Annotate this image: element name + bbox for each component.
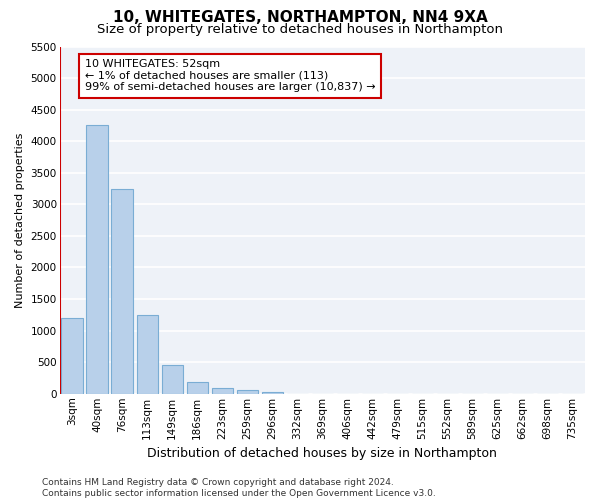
Bar	[61, 318, 83, 394]
Bar	[236, 390, 258, 394]
X-axis label: Distribution of detached houses by size in Northampton: Distribution of detached houses by size …	[148, 447, 497, 460]
Text: Size of property relative to detached houses in Northampton: Size of property relative to detached ho…	[97, 22, 503, 36]
Text: Contains HM Land Registry data © Crown copyright and database right 2024.
Contai: Contains HM Land Registry data © Crown c…	[42, 478, 436, 498]
Bar	[112, 188, 133, 394]
Bar	[187, 382, 208, 394]
Bar	[161, 364, 183, 394]
Y-axis label: Number of detached properties: Number of detached properties	[15, 132, 25, 308]
Bar	[262, 392, 283, 394]
Text: 10, WHITEGATES, NORTHAMPTON, NN4 9XA: 10, WHITEGATES, NORTHAMPTON, NN4 9XA	[113, 10, 487, 25]
Text: 10 WHITEGATES: 52sqm
← 1% of detached houses are smaller (113)
99% of semi-detac: 10 WHITEGATES: 52sqm ← 1% of detached ho…	[85, 59, 375, 92]
Bar	[212, 388, 233, 394]
Bar	[86, 126, 108, 394]
Bar	[137, 315, 158, 394]
